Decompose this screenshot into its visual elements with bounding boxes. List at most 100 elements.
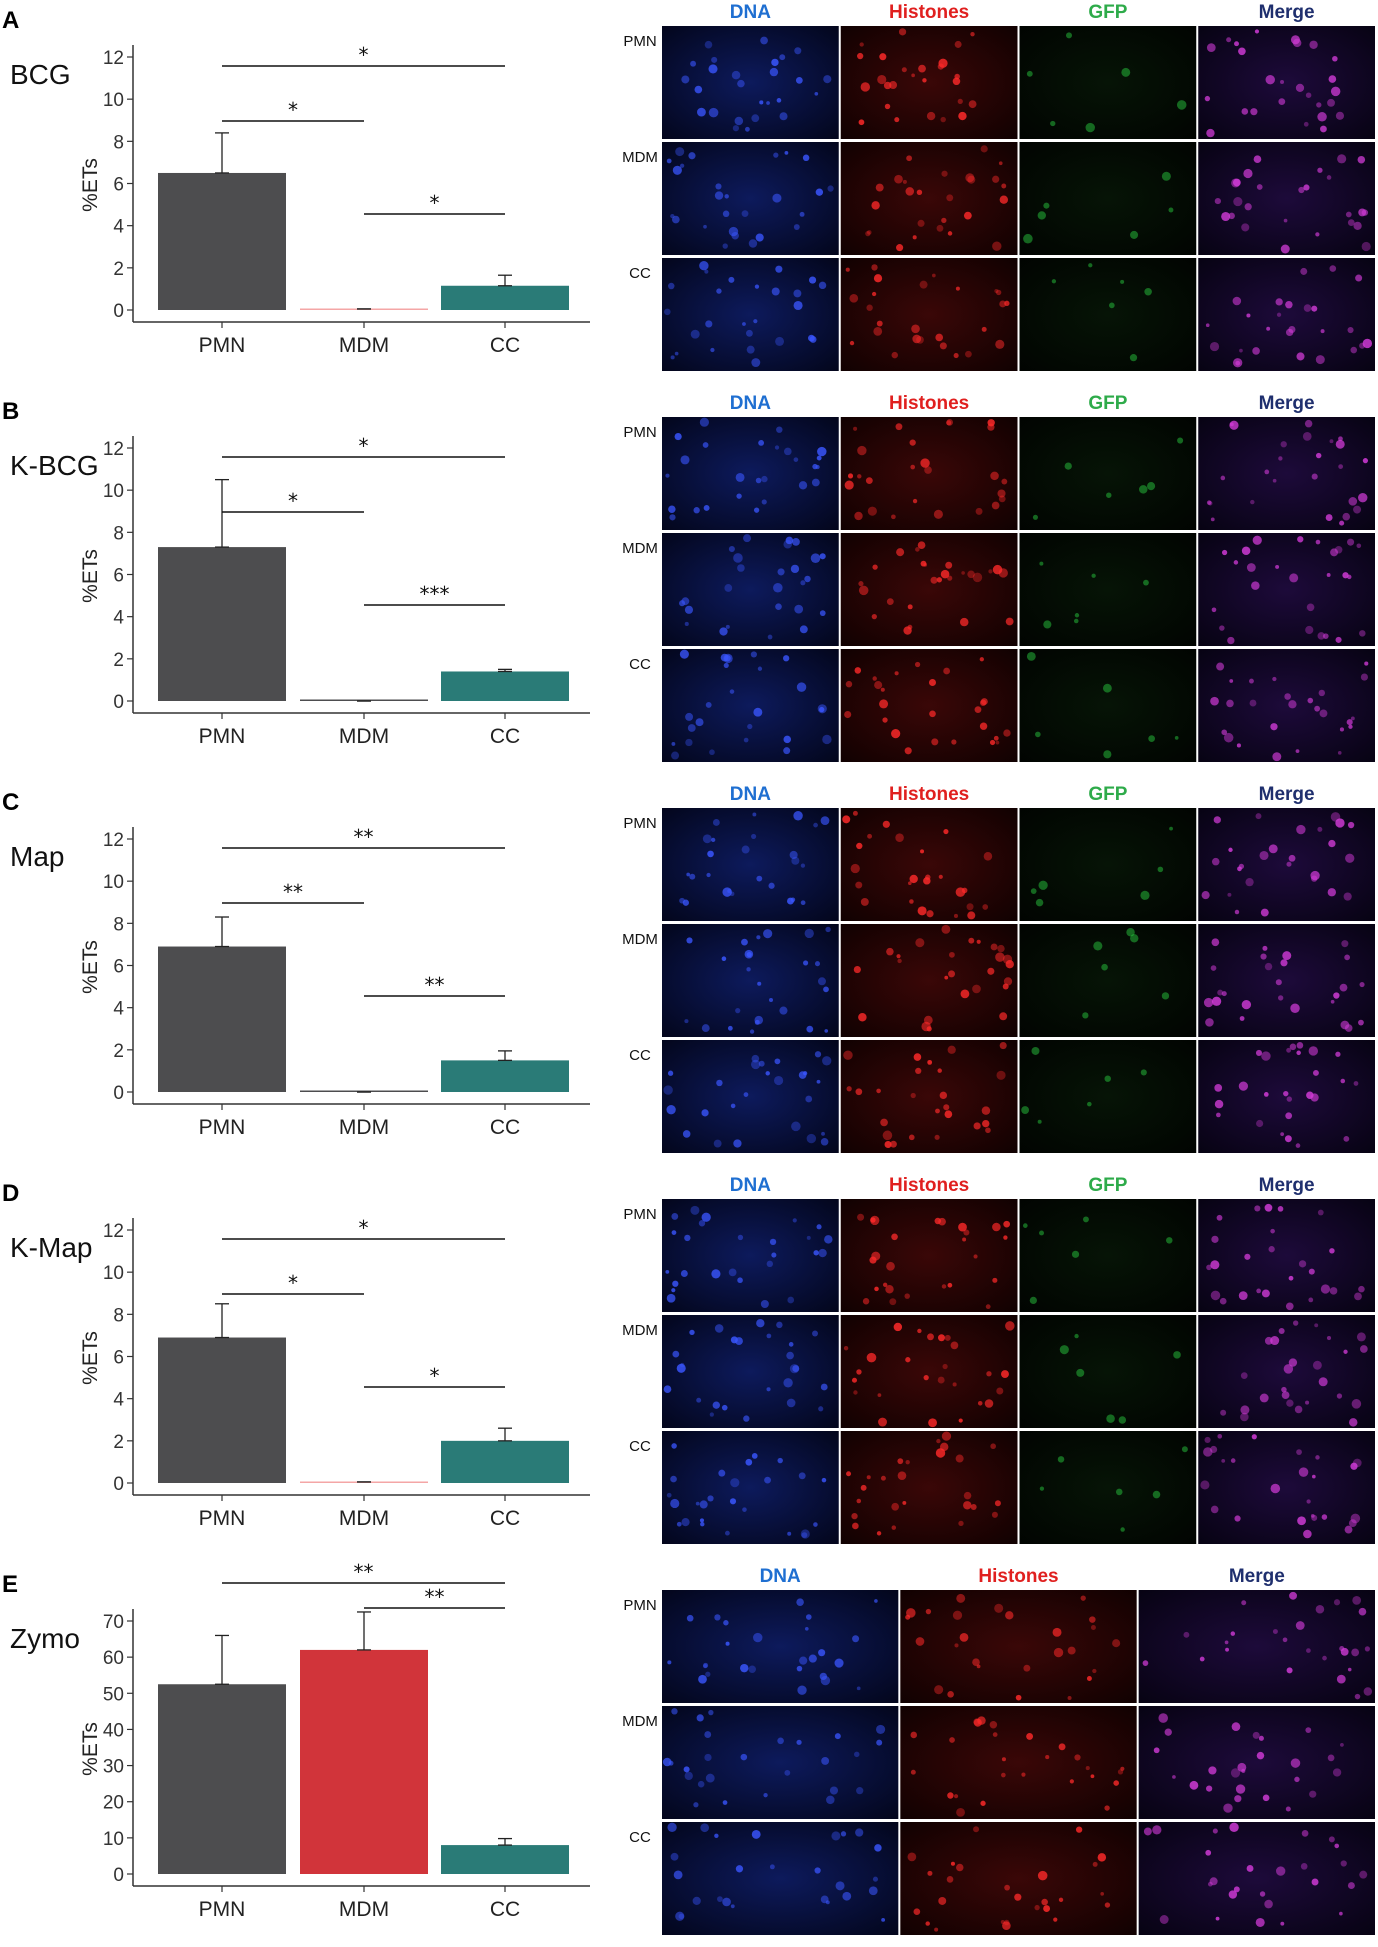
micrograph-pmn-dna	[662, 1199, 839, 1312]
cell-nucleus	[1301, 1830, 1309, 1837]
cell-nucleus	[912, 498, 918, 504]
cell-nucleus	[1209, 341, 1220, 352]
cell-nucleus	[711, 837, 716, 842]
cell-nucleus	[911, 73, 915, 78]
cell-nucleus	[1234, 909, 1240, 915]
cell-nucleus	[817, 446, 827, 457]
cell-nucleus	[1235, 1784, 1246, 1794]
cell-nucleus	[889, 81, 898, 89]
cell-nucleus	[1176, 100, 1187, 110]
row-label-mdm: MDM	[622, 1322, 658, 1339]
cell-nucleus	[1206, 500, 1212, 505]
significance-stars: *	[288, 98, 298, 122]
channel-header-dna: DNA	[730, 393, 771, 414]
cell-nucleus	[735, 1865, 744, 1873]
cell-nucleus	[1306, 1499, 1311, 1504]
micrograph-pmn-merge	[1138, 1590, 1375, 1703]
cell-nucleus	[1032, 514, 1038, 520]
cell-nucleus	[928, 679, 936, 687]
cell-nucleus	[730, 1478, 740, 1488]
cell-nucleus	[1308, 1268, 1315, 1275]
cell-nucleus	[1092, 1861, 1098, 1867]
cell-nucleus	[804, 575, 811, 583]
cell-nucleus	[1129, 354, 1138, 362]
cell-nucleus	[784, 447, 792, 456]
cell-nucleus	[1359, 1870, 1368, 1879]
cell-nucleus	[1364, 1646, 1370, 1652]
cell-nucleus	[1233, 560, 1239, 565]
cell-nucleus	[873, 327, 883, 336]
cell-nucleus	[1217, 989, 1224, 996]
cell-nucleus	[1348, 1519, 1357, 1528]
cell-nucleus	[972, 1658, 980, 1667]
cell-nucleus	[853, 426, 858, 431]
cell-nucleus	[944, 1334, 951, 1341]
cell-nucleus	[796, 1598, 804, 1606]
channel-header-gfp: GFP	[1088, 1175, 1127, 1196]
cell-nucleus	[748, 1665, 756, 1674]
cell-nucleus	[967, 570, 975, 579]
micrograph-cc-histones	[900, 1822, 1137, 1935]
cell-nucleus	[1120, 1766, 1125, 1771]
cell-nucleus	[1272, 1629, 1278, 1635]
panel-e: E Zymo 0 10 20 30 40 50 60 70 %ETs PMN MDM CC ** **	[2, 1560, 590, 1921]
cell-nucleus	[1327, 888, 1336, 897]
cell-nucleus	[866, 230, 872, 235]
cell-nucleus	[1206, 1264, 1212, 1271]
cell-nucleus	[786, 1351, 794, 1360]
cell-nucleus	[1304, 419, 1313, 428]
cell-nucleus	[1106, 1414, 1115, 1423]
cell-nucleus	[700, 1522, 705, 1527]
cell-nucleus	[670, 1498, 680, 1509]
cell-nucleus	[810, 553, 821, 563]
cell-nucleus	[1064, 462, 1072, 470]
cell-nucleus	[959, 1632, 969, 1642]
cell-nucleus	[1275, 1866, 1286, 1876]
cell-nucleus	[866, 1475, 871, 1480]
cell-nucleus	[1346, 719, 1353, 726]
cell-nucleus	[680, 163, 685, 168]
cell-nucleus	[851, 1512, 858, 1520]
cell-nucleus	[1005, 617, 1014, 626]
cell-nucleus	[882, 820, 890, 828]
y-tick-label: 0	[113, 301, 124, 322]
cell-nucleus	[1362, 338, 1373, 349]
cell-nucleus	[1326, 175, 1332, 180]
cell-nucleus	[990, 471, 999, 481]
cell-nucleus	[958, 1222, 967, 1232]
cell-nucleus	[853, 966, 861, 974]
cell-nucleus	[856, 1787, 864, 1795]
cell-nucleus	[667, 1822, 677, 1832]
cell-nucleus	[963, 1229, 970, 1236]
cell-nucleus	[768, 882, 775, 889]
cell-nucleus	[994, 1603, 1004, 1613]
micrograph-mdm-gfp	[1019, 533, 1197, 646]
cell-nucleus	[968, 100, 977, 109]
cell-nucleus	[1059, 1345, 1069, 1355]
cell-nucleus	[1221, 211, 1231, 222]
cell-nucleus	[945, 561, 953, 569]
y-tick-label: 12	[103, 48, 124, 69]
cell-nucleus	[806, 1025, 814, 1033]
cell-nucleus	[973, 1718, 982, 1727]
cell-nucleus	[992, 241, 1002, 251]
cell-nucleus	[1144, 287, 1152, 296]
cell-nucleus	[1241, 999, 1252, 1010]
cell-nucleus	[675, 1911, 685, 1921]
cell-nucleus	[986, 1371, 992, 1377]
cell-nucleus	[712, 819, 720, 826]
channel-header-merge: Merge	[1259, 2, 1315, 23]
cell-nucleus	[729, 689, 735, 694]
cell-nucleus	[755, 477, 762, 484]
x-tick-label: PMN	[199, 725, 246, 748]
cell-nucleus	[1358, 1019, 1364, 1026]
cell-nucleus	[877, 74, 887, 85]
cell-nucleus	[1246, 563, 1256, 572]
cell-nucleus	[816, 1079, 821, 1084]
cell-nucleus	[858, 581, 864, 587]
cell-nucleus	[959, 617, 969, 627]
cell-nucleus	[1284, 693, 1291, 700]
cell-nucleus	[667, 1660, 672, 1665]
cell-nucleus	[672, 1280, 679, 1287]
cell-nucleus	[999, 195, 1009, 204]
